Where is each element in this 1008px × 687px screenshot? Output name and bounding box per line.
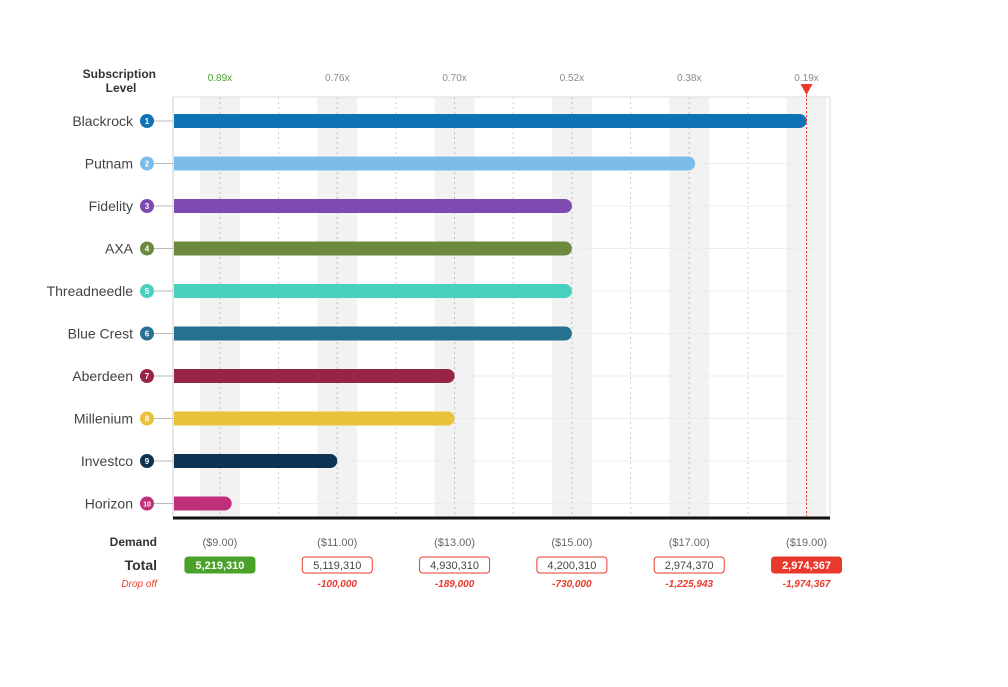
category-label: Investco — [81, 453, 133, 469]
plot-frame — [172, 96, 831, 520]
drop-off-value: -1,974,367 — [783, 579, 831, 590]
footer-layer: ($9.00) 5,219,310 ($11.00) 5,119,310 -100,00… — [184, 537, 843, 590]
bar-start — [174, 411, 188, 426]
rank-badge — [140, 369, 154, 383]
marker-layer — [800, 84, 813, 518]
rank-badge — [140, 454, 154, 468]
rank-number: 10 — [143, 502, 151, 509]
subscription-level-tick: 0.19x — [794, 73, 818, 84]
total-value: 4,930,310 — [430, 560, 479, 572]
category-label: Fidelity — [89, 198, 133, 214]
bar-start — [174, 284, 188, 298]
category-label: Millenium — [74, 411, 133, 427]
subscription-level-tick: 0.38x — [677, 73, 701, 84]
demand-price: ($15.00) — [551, 537, 592, 549]
demand-label: Demand — [110, 535, 157, 549]
category-label: Horizon — [85, 496, 133, 512]
bar-start — [174, 369, 188, 383]
bar — [174, 241, 572, 256]
total-value: 5,219,310 — [195, 560, 244, 572]
total-value: 2,974,370 — [665, 560, 714, 572]
category-label: Putnam — [85, 156, 133, 172]
bar-start — [174, 496, 188, 511]
rank-badge — [140, 114, 154, 128]
category-label: AXA — [105, 241, 134, 257]
category-label: Blue Crest — [68, 326, 133, 342]
drop-off-value: -100,000 — [318, 579, 358, 590]
rank-badge — [140, 156, 154, 171]
rank-number: 1 — [145, 117, 150, 126]
bar-start — [174, 326, 188, 341]
bar — [174, 454, 338, 468]
bar-start — [174, 241, 188, 256]
rank-badge — [140, 284, 154, 298]
bar-start — [174, 114, 188, 128]
demand-price: ($13.00) — [434, 537, 475, 549]
category-label: Aberdeen — [72, 368, 133, 384]
demand-price: ($19.00) — [786, 537, 827, 549]
rank-number: 4 — [145, 245, 150, 254]
bar — [174, 284, 572, 298]
rank-number: 3 — [145, 202, 150, 211]
bar-start — [174, 199, 188, 213]
rank-badge — [140, 496, 154, 511]
bar — [174, 114, 807, 128]
bar — [174, 156, 696, 171]
bar — [174, 496, 232, 511]
total-box — [419, 556, 491, 574]
subscription-level-tick: 0.70x — [442, 73, 466, 84]
total-box — [653, 556, 725, 574]
bar-start — [174, 454, 188, 468]
total-label: Total — [125, 557, 157, 573]
total-value: 4,200,310 — [547, 560, 596, 572]
total-box — [301, 556, 373, 574]
subscription-level-label: Subscription Level — [83, 67, 160, 95]
rank-badge — [140, 241, 154, 256]
total-value: 2,974,367 — [782, 560, 831, 572]
bar-start — [174, 156, 188, 171]
demand-price: ($9.00) — [202, 537, 237, 549]
level-tick-layer: 0.89x 0.76x 0.70x 0.52x 0.38x 0.19x — [208, 73, 819, 84]
category-label: Threadneedle — [47, 283, 134, 299]
total-value: 5,119,310 — [313, 560, 361, 572]
bar — [174, 199, 572, 213]
demand-price: ($11.00) — [317, 537, 357, 549]
drop-off-value: -730,000 — [552, 579, 592, 590]
demand-price: ($17.00) — [669, 537, 710, 549]
subscription-level-tick: 0.76x — [325, 73, 349, 84]
category-layer: Blackrock 1 Putnam 2 Fidelity 3 AXA 4 Threadneed… — [47, 113, 173, 512]
subscription-level-tick: 0.89x — [208, 73, 232, 84]
drop-off-label: Drop off — [121, 579, 158, 590]
rank-number: 9 — [145, 457, 150, 466]
bar — [174, 326, 572, 341]
rank-badge — [140, 411, 154, 426]
total-box — [184, 556, 256, 574]
category-label: Blackrock — [72, 113, 134, 129]
marker-triangle — [800, 84, 813, 95]
total-box — [536, 556, 608, 574]
rank-number: 8 — [145, 415, 150, 424]
rank-number: 2 — [145, 160, 150, 169]
subscription-level-tick: 0.52x — [560, 73, 584, 84]
bar — [174, 411, 455, 426]
drop-off-value: -1,225,943 — [665, 579, 713, 590]
rank-number: 5 — [145, 287, 150, 296]
drop-off-value: -189,000 — [435, 579, 475, 590]
total-box — [771, 556, 843, 574]
rank-number: 7 — [145, 372, 150, 381]
rank-number: 6 — [145, 330, 150, 339]
bar — [174, 369, 455, 383]
rank-badge — [140, 199, 154, 213]
bars-layer — [174, 114, 807, 511]
rank-badge — [140, 326, 154, 341]
